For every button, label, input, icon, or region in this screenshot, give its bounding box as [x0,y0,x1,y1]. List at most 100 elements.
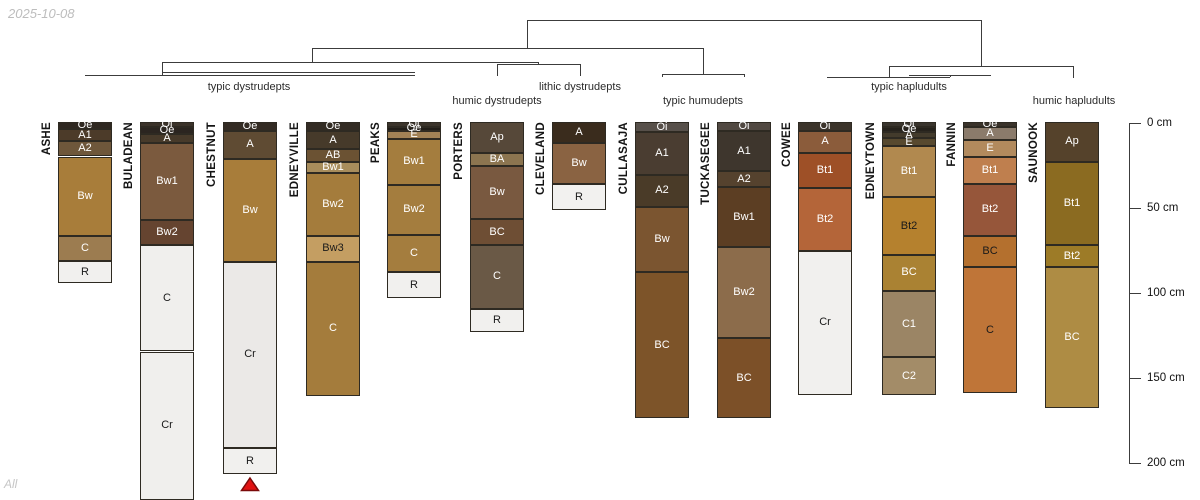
series-label-cowee: COWEE [781,122,793,167]
horizon-label: A1 [737,144,751,157]
horizon-porters-r: R [470,308,524,332]
horizon-buladean-oe: Oe [140,124,194,135]
horizon-peaks-c: C [387,235,441,272]
horizon-fannin-bt1: Bt1 [963,156,1017,185]
horizon-label: C [410,246,418,259]
horizon-edneytown-bt1: Bt1 [882,146,936,198]
dendrogram-segment [85,75,415,76]
horizon-label: Cr [244,348,256,361]
horizon-label: Bw2 [156,225,178,238]
horizon-label: Oe [901,123,917,136]
horizon-label: Bt1 [981,163,999,176]
series-label-saunook: SAUNOOK [1028,122,1040,183]
horizon-label: Oi [819,119,831,132]
horizon-label: BC [1064,331,1080,344]
horizon-saunook-bc: BC [1045,267,1099,409]
horizon-label: Bw1 [733,210,755,223]
horizon-label: Bt2 [1063,249,1081,262]
horizon-label: C2 [901,369,917,382]
horizon-porters-ap: Ap [470,122,524,154]
horizon-label: E [986,141,994,154]
horizon-label: BC [901,266,917,279]
horizon-label: Bw [571,157,587,170]
group-label: humic dystrudepts [452,95,542,107]
depth-axis-tick [1129,293,1141,294]
horizon-peaks-oi: Oi [387,117,441,130]
horizon-buladean-bw2: Bw2 [140,219,194,246]
horizon-edneyville-oe: Oe [306,120,360,131]
horizon-label: A1 [655,147,669,160]
horizon-label: C [986,323,994,336]
horizon-saunook-bt1: Bt1 [1045,161,1099,246]
horizon-label: Bw [654,232,670,245]
horizon-ashe-r: R [58,260,112,284]
horizon-edneyville-ab: AB [306,149,360,162]
horizon-edneytown-c1: C1 [882,290,936,358]
footer-label: All [4,477,18,491]
horizon-ashe-bw: Bw [58,156,112,236]
horizon-saunook-ap: Ap [1045,122,1099,162]
horizon-peaks-r: R [387,271,441,299]
horizon-label: Oi [738,119,750,132]
horizon-buladean-c: C [140,245,194,352]
horizon-label: Bw3 [322,242,344,255]
dendrogram-segment [950,75,951,77]
series-label-chestnut: CHESTNUT [206,122,218,188]
depth-axis-tick [1129,123,1141,124]
horizon-edneyville-bw1: Bw1 [306,162,360,174]
horizon-fannin-c: C [963,267,1017,393]
horizon-label: BA [489,153,505,166]
horizon-cleveland-a: A [552,122,606,144]
horizon-label: Bw2 [403,203,425,216]
dendrogram-segment [744,74,745,77]
horizon-fannin-e: E [963,139,1017,157]
group-label: humic hapludults [1032,95,1116,107]
horizon-porters-bw: Bw [470,166,524,220]
dendrogram-segment [703,48,704,74]
horizon-edneyville-c: C [306,261,360,397]
dendrogram-segment [1073,66,1074,78]
horizon-label: BC [982,245,998,258]
horizon-label: C [163,291,171,304]
horizon-label: AB [325,149,341,162]
horizon-cullasaja-a2: A2 [635,175,689,207]
horizon-label: Oe [77,119,93,132]
series-label-edneytown: EDNEYTOWN [865,122,877,200]
horizon-label: Oi [903,118,915,131]
horizon-tuckasegee-a1: A1 [717,130,771,172]
horizon-label: A [163,132,171,145]
horizon-label: Cr [161,419,173,432]
horizon-label: A2 [655,184,669,197]
horizon-label: Oe [982,118,998,131]
depth-axis-label: 150 cm [1147,372,1185,384]
horizon-buladean-a: A [140,132,194,145]
horizon-cleveland-r: R [552,184,606,211]
horizon-cullasaja-bw: Bw [635,206,689,272]
horizon-edneyville-bw3: Bw3 [306,235,360,262]
horizon-tuckasegee-oi: Oi [717,119,771,132]
horizon-label: A2 [737,172,751,185]
depth-axis-label: 100 cm [1147,287,1185,299]
horizon-edneytown-bc: BC [882,254,936,291]
horizon-label: Oi [656,120,668,133]
horizon-label: A [821,135,829,148]
dendrogram-segment [162,62,163,75]
horizon-label: Oi [408,117,420,130]
horizon-label: BC [654,338,670,351]
dendrogram-segment [527,20,528,48]
dendrogram-segment [538,62,539,64]
horizon-label: R [410,278,418,291]
horizon-tuckasegee-bw2: Bw2 [717,246,771,339]
group-label: typic dystrudepts [207,81,291,93]
horizon-peaks-oe: Oe [387,123,441,134]
horizon-edneyville-a: A [306,130,360,150]
horizon-buladean-oi: Oi [140,118,194,129]
horizon-fannin-oe: Oe [963,118,1017,131]
horizon-label: Bw [242,203,258,216]
horizon-label: Bw1 [403,155,425,168]
series-label-cullasaja: CULLASAJA [618,122,630,195]
lithic-contact-triangle-icon [240,476,260,492]
series-label-peaks: PEAKS [370,122,382,164]
horizon-label: Bw [77,189,93,202]
